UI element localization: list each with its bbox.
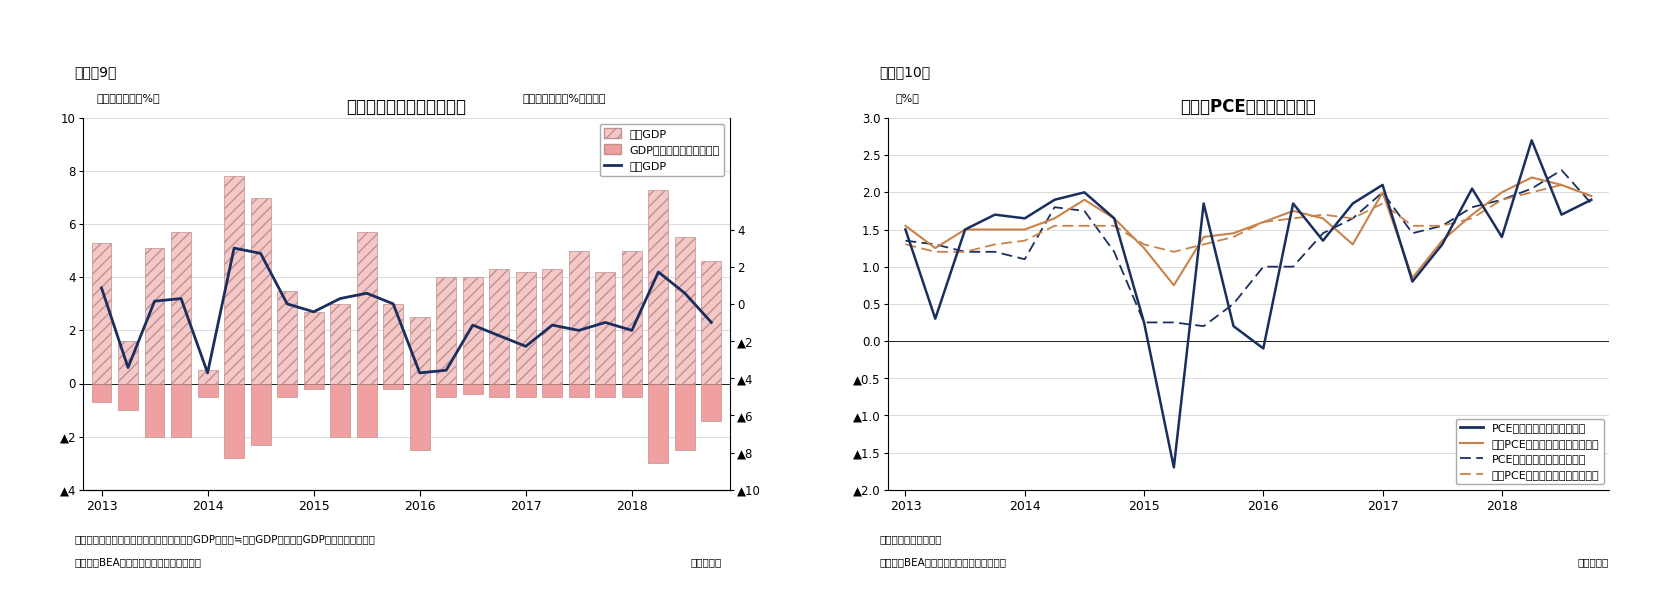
Bar (542, 384, 562, 397)
Bar (330, 384, 350, 437)
Bar (516, 272, 536, 384)
Title: 米国のPCE価格指数伸び率: 米国のPCE価格指数伸び率 (1181, 99, 1316, 116)
Bar (383, 384, 403, 389)
Bar (251, 384, 270, 445)
Bar (436, 277, 456, 384)
Text: （資料）BEAよりニッセイ基礎研究所作成: （資料）BEAよりニッセイ基礎研究所作成 (75, 558, 202, 568)
Bar (197, 371, 217, 384)
Bar (383, 304, 403, 384)
Bar (251, 198, 270, 384)
Legend: PCE価格指数（前期比年率）, コアPCE価格指数（前期比年率）, PCE価格指数（前年同期比）, コアPCE価格指数（前年同期比）: PCE価格指数（前期比年率）, コアPCE価格指数（前期比年率）, PCE価格指… (1457, 418, 1604, 484)
Bar (224, 384, 244, 458)
Bar (171, 384, 191, 437)
Bar (436, 384, 456, 397)
Bar (410, 384, 430, 450)
Bar (144, 384, 164, 437)
Bar (489, 384, 509, 397)
Bar (542, 270, 562, 384)
Bar (702, 261, 722, 384)
Bar (622, 251, 642, 384)
Text: （注）季節調整済系列の前期比年率、実質GDP伸び率≒名目GDP伸び率－GDPデフレータ伸び率: （注）季節調整済系列の前期比年率、実質GDP伸び率≒名目GDP伸び率－GDPデフ… (75, 534, 375, 544)
Text: （資料）BEAよりニッセイ基礎研究所作成: （資料）BEAよりニッセイ基礎研究所作成 (879, 558, 1007, 568)
Bar (171, 232, 191, 384)
Text: （%）: （%） (896, 93, 919, 103)
Bar (118, 341, 138, 384)
Bar (330, 304, 350, 384)
Bar (516, 384, 536, 397)
Bar (702, 384, 722, 421)
Text: （四半期）: （四半期） (690, 558, 722, 568)
Bar (144, 248, 164, 384)
Text: （図表10）: （図表10） (879, 65, 931, 80)
Bar (304, 312, 324, 384)
Bar (357, 232, 377, 384)
Legend: 名目GDP, GDPデフレータ（右逆軸）, 実質GDP: 名目GDP, GDPデフレータ（右逆軸）, 実質GDP (601, 123, 725, 176)
Text: （前期比年率、%）: （前期比年率、%） (96, 93, 159, 103)
Text: （前期比年率、%、逆軸）: （前期比年率、%、逆軸） (523, 93, 606, 103)
Bar (463, 277, 483, 384)
Bar (675, 238, 695, 384)
Bar (357, 384, 377, 437)
Text: （注）季節調整済系列: （注）季節調整済系列 (879, 534, 942, 544)
Bar (649, 190, 669, 384)
Bar (569, 251, 589, 384)
Bar (197, 384, 217, 397)
Bar (489, 270, 509, 384)
Bar (569, 384, 589, 397)
Bar (649, 384, 669, 463)
Bar (675, 384, 695, 450)
Bar (463, 384, 483, 394)
Bar (596, 384, 615, 397)
Bar (622, 384, 642, 397)
Text: （図表9）: （図表9） (75, 65, 118, 80)
Bar (596, 272, 615, 384)
Bar (277, 291, 297, 384)
Bar (304, 384, 324, 389)
Text: （四半期）: （四半期） (1578, 558, 1609, 568)
Bar (410, 317, 430, 384)
Bar (91, 243, 111, 384)
Bar (277, 384, 297, 397)
Title: 米国の名目と実質の成長率: 米国の名目と実質の成長率 (347, 99, 466, 116)
Bar (91, 384, 111, 402)
Bar (118, 384, 138, 410)
Bar (224, 176, 244, 384)
